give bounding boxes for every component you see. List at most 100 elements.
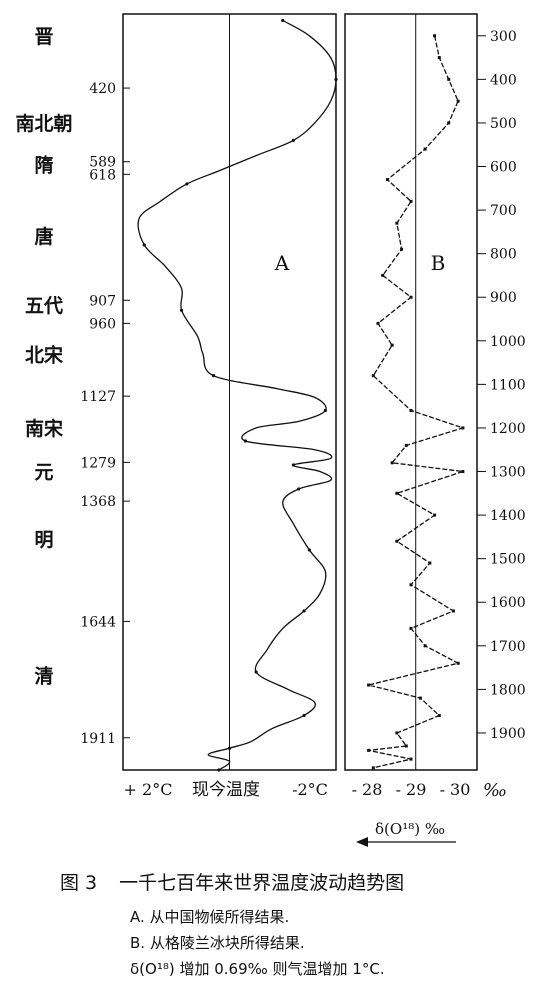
panel-b-ytick-label: 500 [490, 116, 517, 132]
panel-a-ytick-label: 1644 [80, 614, 116, 630]
panel-b-ytick-label: 800 [490, 247, 517, 263]
panel-a-xtick-plus2: + 2°C [124, 780, 173, 799]
panel-b-ytick-label: 1600 [490, 595, 526, 611]
panel-a-point [185, 182, 189, 186]
panel-b-frame [344, 13, 478, 771]
panel-b-ytick-label: 1500 [490, 552, 526, 568]
panel-b-ytick-label: 300 [490, 29, 517, 45]
panel-b-point [409, 626, 413, 630]
panel-b-point [376, 321, 380, 325]
panel-b-point [390, 461, 394, 465]
panel-a-ytick-label: 420 [89, 81, 116, 97]
panel-a-point [334, 77, 338, 81]
panel-a: A [122, 13, 338, 772]
panel-b-xlabel: δ(O¹⁸) ‰ [375, 820, 445, 838]
panel-a-label: A [274, 251, 290, 275]
temperature-chart-figure: A B 42058961890796011271279136816441911 … [15, 13, 526, 847]
panel-b-point [371, 374, 375, 378]
caption-title: 一千七百年来世界温度波动趋势图 [119, 872, 405, 894]
panel-a-ytick-label: 1911 [80, 731, 116, 747]
caption-title-line: 图 3 一千七百年来世界温度波动趋势图 [60, 868, 404, 895]
panel-a-ytick-label: 589 [89, 155, 116, 171]
panel-b-point [367, 748, 371, 752]
panel-b-ytick-label: 1400 [490, 508, 526, 524]
panel-b-point [447, 121, 451, 125]
panel-b-xtick-29: - 29 [396, 780, 427, 799]
panel-a-ytick-label: 618 [89, 167, 116, 183]
caption-note-b: B. 从格陵兰冰块所得结果. [130, 934, 305, 952]
panel-b-ytick-label: 1900 [490, 726, 526, 742]
panel-b-point [381, 273, 385, 277]
dynasty-label: 五代 [25, 295, 63, 317]
panel-b-point [461, 470, 465, 474]
panel-a-xtick-minus2: -2°C [292, 780, 328, 799]
panel-b-point [409, 583, 413, 587]
panel-b-point [428, 561, 432, 565]
panel-b-ytick-label: 1800 [490, 682, 526, 698]
dynasty-label: 南北朝 [15, 113, 72, 135]
panel-a-point [291, 463, 295, 467]
panel-a-point [323, 408, 327, 413]
panel-a-point [142, 243, 146, 247]
panel-b-point [433, 513, 437, 517]
panel-a-point [307, 548, 311, 552]
panel-b-label: B [431, 251, 446, 275]
panel-b-point [404, 443, 408, 447]
panel-b-point [395, 491, 399, 495]
panel-b-point [433, 34, 437, 38]
panel-a-xtick-present: 现今温度 [192, 780, 260, 800]
panel-b-ytick-label: 600 [490, 160, 517, 176]
panel-b-point [409, 757, 413, 761]
dynasty-label: 明 [34, 529, 53, 551]
panel-a-ytick-label: 960 [89, 316, 116, 332]
panel-b-point [371, 766, 375, 770]
panel-a-point [254, 670, 258, 674]
panel-b-point [409, 295, 413, 299]
panel-b-point [451, 609, 455, 613]
panel-a-ytick-label: 1368 [80, 494, 116, 510]
caption-note-a: A. 从中国物候所得结果. [130, 908, 290, 926]
panel-b-ytick-label: 1700 [490, 639, 526, 655]
panel-a-point [281, 18, 285, 23]
panel-b-point [447, 77, 451, 81]
panel-a-ytick-label: 907 [89, 293, 116, 309]
dynasty-label: 清 [34, 664, 53, 687]
panel-b-point [385, 178, 389, 182]
panel-b-point [367, 683, 371, 687]
panel-a-points [142, 18, 338, 772]
panel-b: B [344, 13, 478, 771]
panel-b-point [409, 199, 413, 203]
dynasty-label: 北宋 [25, 344, 63, 367]
panel-b-point [409, 409, 413, 413]
panel-b-point [418, 696, 422, 700]
panel-b-ytick-label: 400 [490, 72, 517, 88]
panel-a-point [179, 308, 184, 312]
panel-b-ytick-label: 1000 [490, 334, 526, 350]
dynasty-label: 晋 [34, 26, 53, 48]
panel-a-point [291, 138, 295, 142]
panel-a-ytick-label: 1279 [80, 455, 116, 471]
dynasty-label: 唐 [34, 225, 53, 248]
dynasty-label: 隋 [34, 153, 53, 176]
panel-b-xtick-30: - 30 [440, 780, 471, 799]
panel-b-point [423, 644, 427, 648]
panel-a-point [302, 609, 306, 613]
panel-b-point [456, 661, 460, 665]
panel-b-point [395, 539, 399, 543]
panel-b-ytick-label: 900 [490, 290, 517, 306]
panel-b-point [456, 99, 460, 103]
panel-a-point [243, 439, 248, 443]
panel-a-point [297, 487, 301, 491]
panel-b-point [423, 147, 427, 151]
panel-b-ytick-label: 1100 [490, 377, 526, 393]
panel-b-unit: ‰ [483, 780, 507, 801]
panel-a-point [217, 768, 221, 772]
panel-b-xtick-28: - 28 [352, 780, 383, 799]
panel-a-point [211, 374, 216, 378]
panel-b-ytick-label: 1200 [490, 421, 526, 437]
dynasty-label: 元 [34, 462, 53, 484]
panel-b-point [395, 731, 399, 735]
dynasty-label: 南宋 [25, 417, 63, 440]
panel-a-temperature-curve [137, 19, 337, 771]
